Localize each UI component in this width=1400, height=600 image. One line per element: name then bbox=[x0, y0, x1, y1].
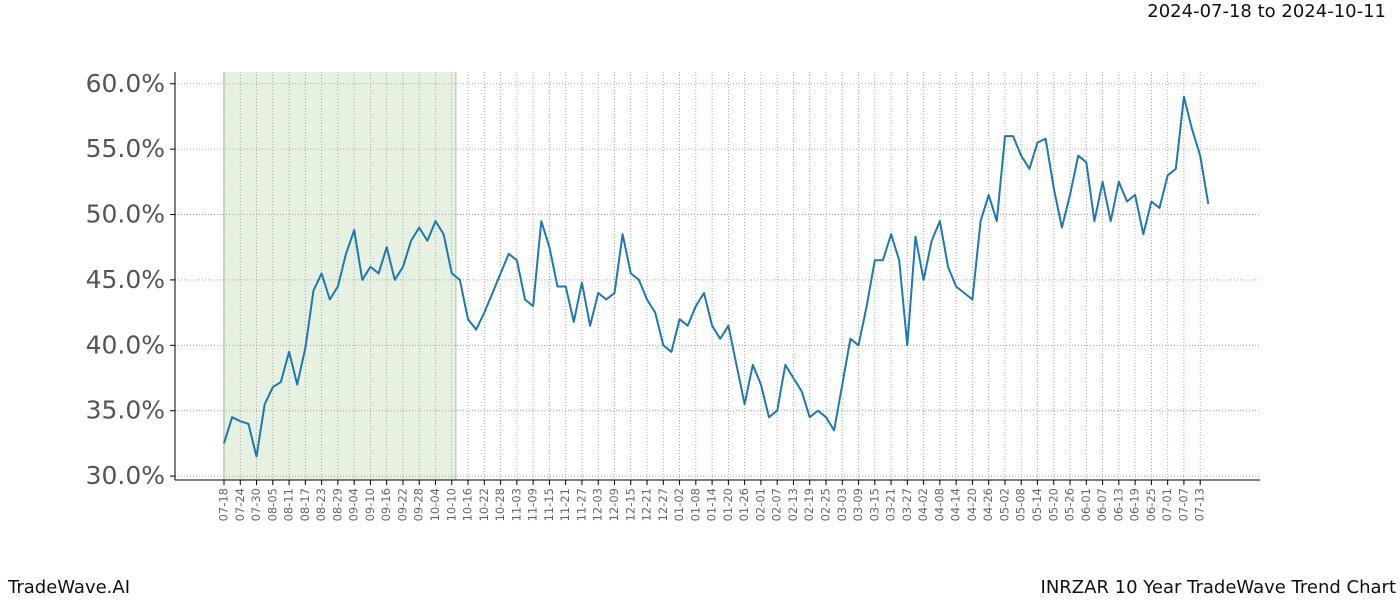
y-tick-label: 35.0% bbox=[86, 396, 165, 425]
x-tick-label: 02-19 bbox=[802, 488, 816, 521]
x-tick-label: 08-29 bbox=[330, 488, 344, 521]
x-tick-label: 05-08 bbox=[1014, 488, 1028, 521]
x-tick-label: 09-04 bbox=[347, 488, 361, 521]
y-tick-label: 60.0% bbox=[86, 69, 165, 98]
x-tick-label: 08-11 bbox=[282, 488, 296, 521]
x-tick-label: 07-30 bbox=[249, 488, 263, 521]
x-tick-label: 06-07 bbox=[1095, 488, 1109, 521]
x-tick-label: 12-15 bbox=[623, 488, 637, 521]
x-tick-label: 10-22 bbox=[477, 488, 491, 521]
x-tick-label: 06-13 bbox=[1111, 488, 1125, 521]
x-tick-label: 07-24 bbox=[233, 488, 247, 521]
x-tick-label: 03-03 bbox=[835, 488, 849, 521]
x-tick-label: 05-26 bbox=[1063, 488, 1077, 521]
x-tick-label: 12-03 bbox=[591, 488, 605, 521]
x-tick-label: 05-20 bbox=[1046, 488, 1060, 521]
x-tick-label: 04-14 bbox=[949, 488, 963, 521]
x-tick-label: 02-25 bbox=[818, 488, 832, 521]
x-tick-label: 08-05 bbox=[265, 488, 279, 521]
x-tick-label: 09-28 bbox=[412, 488, 426, 521]
x-tick-label: 01-20 bbox=[721, 488, 735, 521]
x-tick-label: 05-14 bbox=[1030, 488, 1044, 521]
x-tick-label: 03-09 bbox=[851, 488, 865, 521]
x-tick-label: 12-09 bbox=[607, 488, 621, 521]
x-tick-label: 01-14 bbox=[705, 488, 719, 521]
x-tick-label: 02-07 bbox=[770, 488, 784, 521]
x-tick-label: 11-03 bbox=[509, 488, 523, 521]
x-tick-label: 04-26 bbox=[981, 488, 995, 521]
x-tick-label: 11-21 bbox=[558, 488, 572, 521]
y-tick-label: 40.0% bbox=[86, 330, 165, 359]
x-tick-label: 02-01 bbox=[753, 488, 767, 521]
x-tick-label: 06-19 bbox=[1128, 488, 1142, 521]
y-tick-label: 30.0% bbox=[86, 461, 165, 490]
x-tick-label: 11-27 bbox=[574, 488, 588, 521]
x-tick-label: 12-27 bbox=[656, 488, 670, 521]
x-tick-label: 11-15 bbox=[542, 488, 556, 521]
y-tick-label: 50.0% bbox=[86, 200, 165, 229]
x-tick-label: 07-07 bbox=[1176, 488, 1190, 521]
x-tick-label: 06-01 bbox=[1079, 488, 1093, 521]
x-tick-label: 07-18 bbox=[217, 488, 231, 521]
x-tick-label: 10-10 bbox=[444, 488, 458, 521]
brand: TradeWave.AI bbox=[7, 577, 130, 598]
x-tick-label: 02-13 bbox=[786, 488, 800, 521]
y-tick-label: 45.0% bbox=[86, 265, 165, 294]
x-tick-label: 03-15 bbox=[867, 488, 881, 521]
x-tick-label: 12-21 bbox=[640, 488, 654, 521]
x-tick-label: 09-10 bbox=[363, 488, 377, 521]
x-tick-label: 07-01 bbox=[1160, 488, 1174, 521]
x-tick-label: 07-13 bbox=[1193, 488, 1207, 521]
x-tick-label: 09-22 bbox=[395, 488, 409, 521]
y-tick-label: 55.0% bbox=[86, 134, 165, 163]
x-tick-label: 01-02 bbox=[672, 488, 686, 521]
chart-title: INRZAR 10 Year TradeWave Trend Chart bbox=[1041, 577, 1396, 598]
x-tick-label: 10-16 bbox=[461, 488, 475, 521]
x-tick-label: 03-27 bbox=[900, 488, 914, 521]
x-tick-label: 04-08 bbox=[932, 488, 946, 521]
x-tick-label: 01-26 bbox=[737, 488, 751, 521]
x-tick-label: 05-02 bbox=[997, 488, 1011, 521]
x-tick-label: 09-16 bbox=[379, 488, 393, 521]
x-tick-label: 06-25 bbox=[1144, 488, 1158, 521]
date-range: 2024-07-18 to 2024-10-11 bbox=[1147, 1, 1386, 22]
x-tick-label: 08-23 bbox=[314, 488, 328, 521]
x-tick-label: 04-02 bbox=[916, 488, 930, 521]
x-tick-label: 10-28 bbox=[493, 488, 507, 521]
trend-line bbox=[223, 95, 1210, 458]
x-tick-label: 01-08 bbox=[688, 488, 702, 521]
x-tick-label: 10-04 bbox=[428, 488, 442, 521]
x-tick-label: 03-21 bbox=[884, 488, 898, 521]
x-tick-label: 11-09 bbox=[526, 488, 540, 521]
x-tick-label: 08-17 bbox=[298, 488, 312, 521]
x-tick-label: 04-20 bbox=[965, 488, 979, 521]
